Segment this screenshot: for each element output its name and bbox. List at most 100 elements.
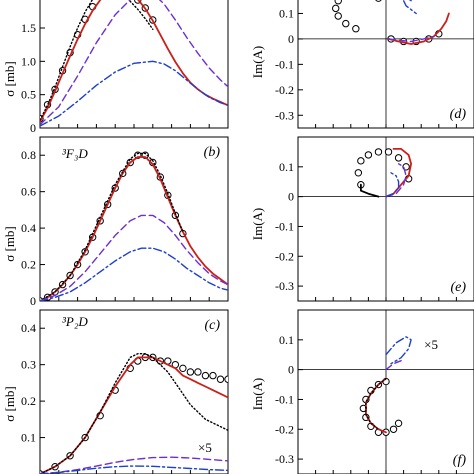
y-tick-label: 1.5 <box>21 21 36 35</box>
panel-b-cross-section: 0 0.2 0.4 0.6 0.8 σ [mb] (b) ³F₃D <box>2 136 229 308</box>
y-tick-label: 0.1 <box>21 431 36 445</box>
panel-e-amplitude: 0.1 0 -0.1 -0.2 -0.3 Im(A) (e) <box>250 136 474 302</box>
data-point-circle <box>224 375 228 383</box>
plot-area <box>354 147 413 198</box>
y-axis-label: Im(A) <box>250 208 265 241</box>
panel-label: (e) <box>450 280 466 295</box>
panel-label: (d) <box>450 107 467 122</box>
plot-area <box>40 0 228 127</box>
y-tick-label: 0.1 <box>279 6 294 20</box>
panel-label: (c) <box>204 318 220 333</box>
data-point-circle <box>334 12 342 20</box>
data-point-circle <box>194 368 202 376</box>
y-tick-label: 0.6 <box>21 185 36 199</box>
series-line-solid <box>387 12 450 45</box>
y-tick-label: -0.3 <box>275 108 294 122</box>
plot-area <box>40 353 228 474</box>
data-point-circle <box>357 157 365 165</box>
series-line-dashed <box>40 0 228 126</box>
series-line-dotted <box>40 0 154 121</box>
y-tick-label: -0.1 <box>275 219 294 233</box>
y-tick-label: -0.2 <box>275 249 294 263</box>
y-axis-label: σ [mb] <box>2 226 17 262</box>
series-line-dashdot <box>402 0 417 15</box>
series-line-dashdot <box>40 247 228 301</box>
series-line-dashdot <box>40 465 228 474</box>
data-point-circle <box>354 169 363 177</box>
plot-frame <box>39 309 229 474</box>
data-point-circle <box>342 19 350 28</box>
series-line-dashed <box>385 163 407 198</box>
series-line-dashdot <box>40 60 228 127</box>
y-axis-label: σ [mb] <box>2 61 17 97</box>
y-tick-label: 0.5 <box>21 88 36 102</box>
data-point-circle <box>332 4 340 13</box>
panel-f-amplitude: 0.1 0 -0.1 -0.2 -0.3 Im(A) (f) ×5 <box>250 309 474 474</box>
plot-area <box>40 151 228 301</box>
y-tick-label: 0 <box>288 32 294 46</box>
data-point-circle <box>394 154 403 162</box>
partial-wave-label: ³P₂D <box>62 314 88 329</box>
data-point-circle <box>394 419 403 428</box>
series-line-solid <box>40 156 228 301</box>
series-line-dotted <box>40 152 184 301</box>
series-line-dashed <box>40 456 228 474</box>
y-tick-label: 0 <box>288 363 294 377</box>
panel-label: (f) <box>453 453 467 468</box>
partial-wave-label: ³F₃D <box>62 146 88 161</box>
y-tick-label: 1.0 <box>21 54 36 68</box>
data-point-circle <box>375 0 382 2</box>
plot-area <box>359 336 412 436</box>
y-tick-label: -0.1 <box>275 392 294 406</box>
data-point-circle <box>186 368 195 376</box>
data-point-circle <box>389 425 398 433</box>
data-point-circle <box>209 371 217 380</box>
y-tick-label: 0.2 <box>21 258 36 272</box>
scale-annotation: ×5 <box>424 337 438 352</box>
y-tick-label: 0.1 <box>279 160 294 174</box>
data-point-circle <box>179 364 187 373</box>
y-tick-label: 0.4 <box>21 321 36 335</box>
panel-c-cross-section: 0.1 0.2 0.3 0.4 σ [mb] (c) ³P₂D ×5 <box>2 309 229 474</box>
y-tick-label: -0.2 <box>275 422 294 436</box>
series-line-solid <box>385 147 413 198</box>
y-tick-label: -0.2 <box>275 83 294 97</box>
series-line-solid <box>40 0 228 123</box>
series-line-dashed <box>385 360 402 371</box>
panel-label: (b) <box>204 145 221 160</box>
y-tick-label: 0.1 <box>279 333 294 347</box>
y-tick-label: 0 <box>288 190 294 204</box>
data-point-circle <box>352 25 360 33</box>
y-axis-label: Im(A) <box>250 46 265 79</box>
series-line-dashdot <box>385 172 400 198</box>
y-tick-label: 0 <box>30 294 36 308</box>
data-point-circle <box>374 148 383 156</box>
data-point-circle <box>364 151 373 159</box>
series-line-solid <box>359 183 380 198</box>
y-axis-label: σ [mb] <box>2 386 17 422</box>
series-line-dotted <box>40 353 228 474</box>
y-axis-label: Im(A) <box>250 378 265 411</box>
y-tick-label: 0 <box>30 121 36 135</box>
data-point-circle <box>334 0 342 5</box>
y-tick-label: -0.3 <box>275 279 294 293</box>
series-line-dashdot <box>385 336 412 365</box>
y-tick-label: -0.1 <box>275 57 294 71</box>
series-line-dashed <box>387 35 435 43</box>
scale-annotation: ×5 <box>198 440 212 455</box>
data-point-circle <box>216 375 225 383</box>
y-tick-label: 0.4 <box>21 221 36 235</box>
data-point-circle <box>201 371 210 380</box>
data-point-circle <box>384 148 393 156</box>
series-line-dotted <box>365 377 387 430</box>
series-line-solid <box>40 356 228 474</box>
panel-d-amplitude: 0.1 0 -0.1 -0.2 -0.3 Im(A) (d) <box>250 0 474 129</box>
series-line-dashed <box>40 214 228 301</box>
y-tick-label: 0.8 <box>21 148 36 162</box>
y-tick-label: 0.3 <box>21 358 36 372</box>
panel-a-cross-section: 0 0.5 1.0 1.5 σ [mb] <box>2 0 229 135</box>
y-tick-label: 0.2 <box>21 394 36 408</box>
y-tick-label: -0.3 <box>275 452 294 466</box>
plot-area <box>332 0 450 46</box>
